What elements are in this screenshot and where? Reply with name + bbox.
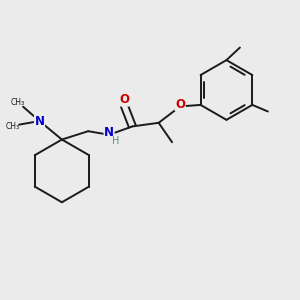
Text: H: H	[112, 136, 119, 146]
Text: CH₃: CH₃	[11, 98, 25, 107]
Text: O: O	[175, 98, 185, 110]
Text: CH₃: CH₃	[6, 122, 20, 130]
Text: O: O	[119, 93, 129, 106]
Text: N: N	[34, 115, 44, 128]
Text: N: N	[104, 127, 114, 140]
